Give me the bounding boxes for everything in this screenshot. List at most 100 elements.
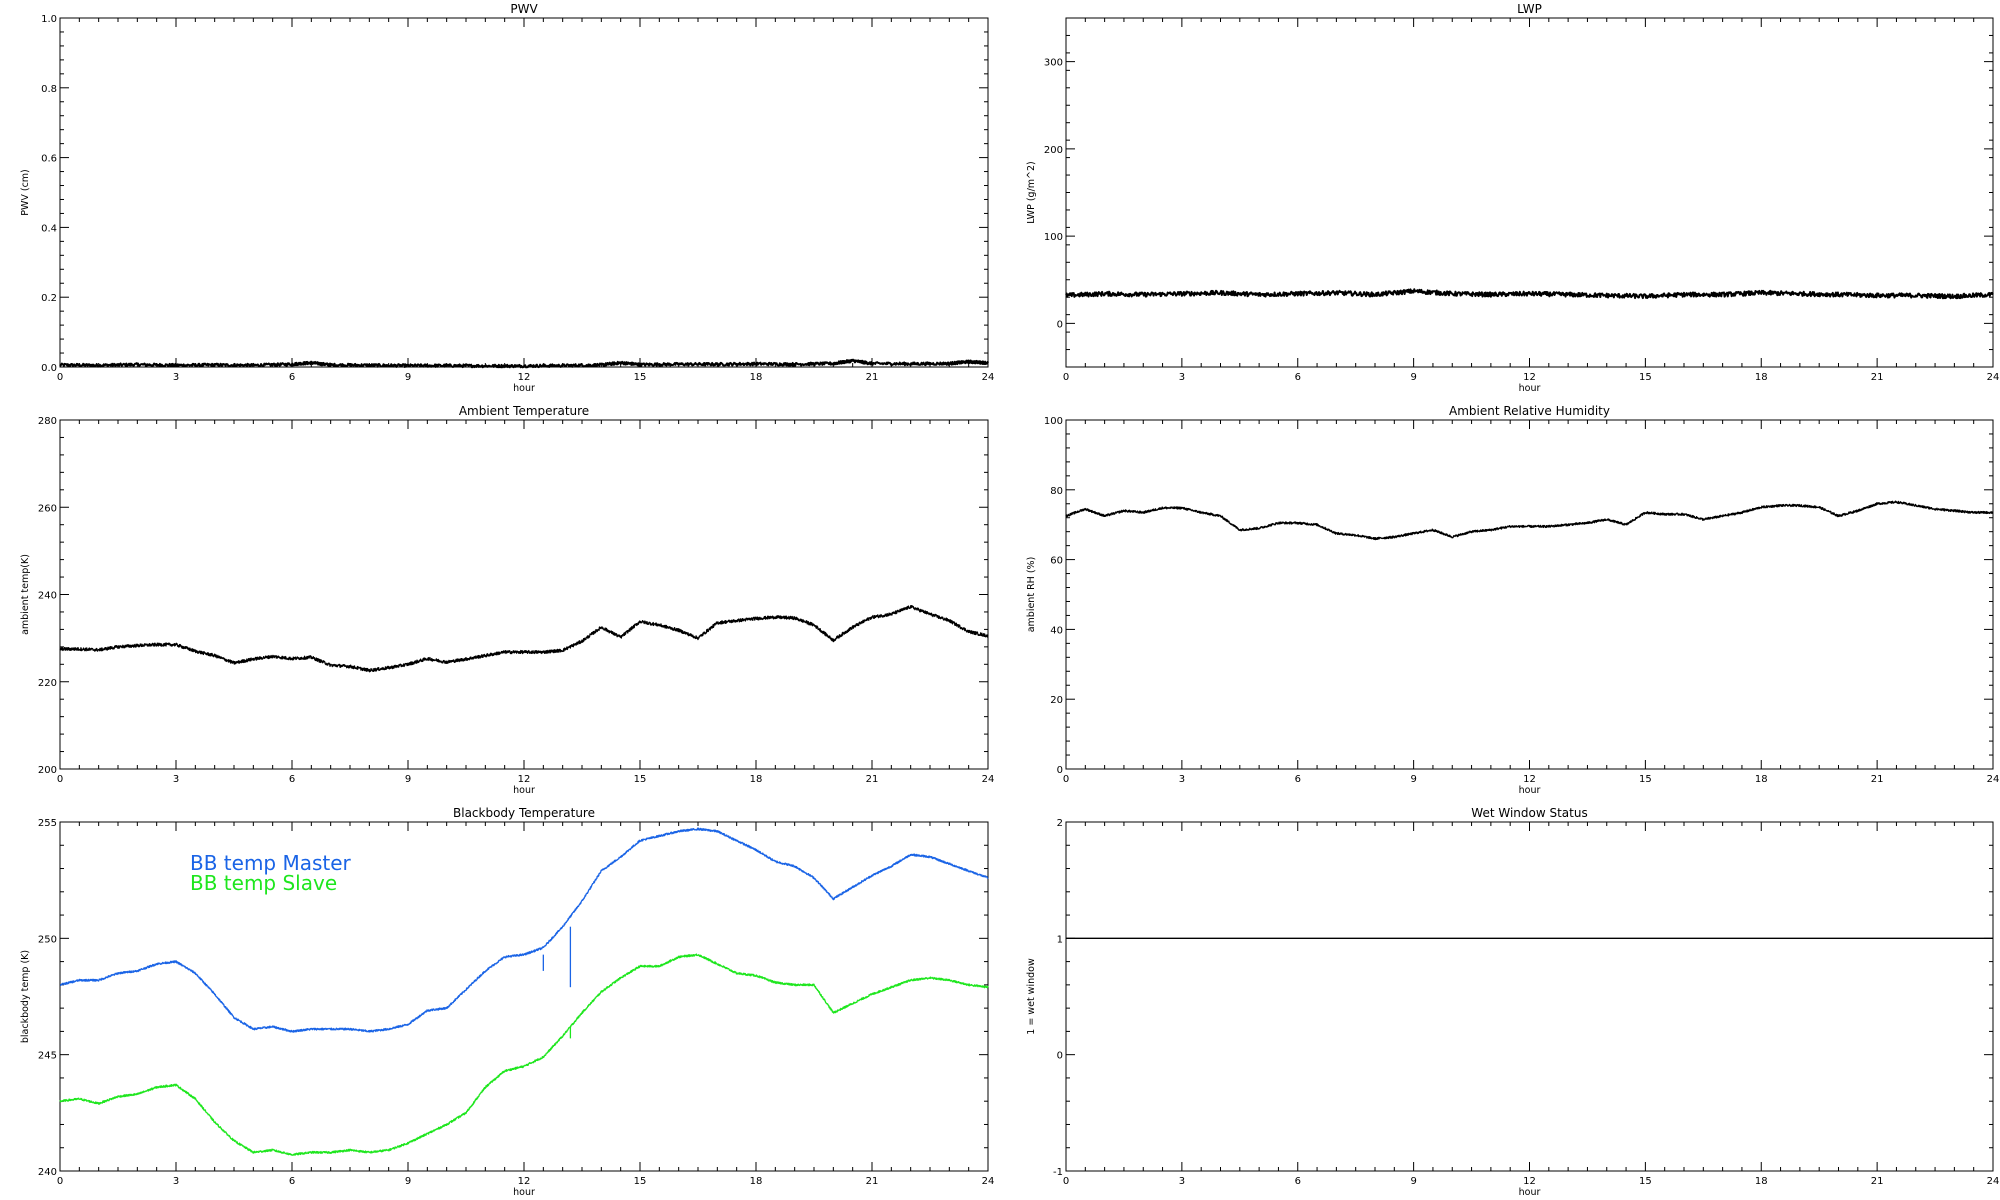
- x-tick-label: 6: [289, 372, 295, 383]
- y-tick-label: 1.0: [41, 14, 57, 25]
- x-tick-label: 3: [1179, 1176, 1185, 1187]
- series-line-bb-temp-master: [59, 827, 989, 1033]
- chart-title: Ambient Temperature: [459, 404, 589, 418]
- x-tick-label: 6: [289, 774, 295, 785]
- x-tick-label: 21: [1871, 1176, 1884, 1187]
- y-tick-label: -1: [1053, 1167, 1063, 1178]
- x-tick-label: 9: [405, 372, 411, 383]
- x-tick-label: 12: [518, 774, 531, 785]
- x-tick-label: 3: [173, 1176, 179, 1187]
- y-tick-label: 200: [1044, 145, 1063, 156]
- chart-title: Ambient Relative Humidity: [1449, 404, 1610, 418]
- x-tick-label: 9: [405, 774, 411, 785]
- x-tick-label: 3: [173, 774, 179, 785]
- ambient-relative-humidity-panel: Ambient Relative Humidity 0 3 6 9 12 15 18 21 24 h…: [1026, 404, 1999, 796]
- y-tick-label: 0.8: [41, 84, 57, 95]
- pwv-frame: [59, 17, 989, 368]
- x-tick-label: 24: [1987, 372, 2000, 383]
- x-tick-label: 12: [1523, 1176, 1536, 1187]
- legend-item-bb-temp-slave: BB temp Slave: [190, 871, 337, 895]
- y-tick-label: 240: [38, 591, 57, 602]
- x-tick-label: 6: [289, 1176, 295, 1187]
- y-axis-label: PWV (cm): [20, 169, 31, 216]
- x-tick-label: 12: [1523, 372, 1536, 383]
- x-tick-label: 21: [1871, 774, 1884, 785]
- x-tick-label: 18: [1755, 774, 1768, 785]
- y-tick-label: 255: [38, 818, 57, 829]
- x-tick-label: 21: [866, 372, 879, 383]
- x-axis-label: hour: [513, 1187, 535, 1198]
- y-tick-label: 0: [1057, 319, 1063, 330]
- x-tick-label: 24: [1987, 1176, 2000, 1187]
- x-tick-label: 12: [1523, 774, 1536, 785]
- x-tick-label: 18: [750, 774, 763, 785]
- x-tick-label: 21: [866, 774, 879, 785]
- lwp-frame: [1065, 17, 1994, 368]
- y-tick-label: 100: [1044, 232, 1063, 243]
- x-tick-label: 18: [1755, 1176, 1768, 1187]
- y-tick-label: 40: [1050, 625, 1063, 636]
- x-tick-label: 0: [1063, 774, 1069, 785]
- ambient-temperature-panel: Ambient Temperature 0 3 6 9 12 15 18 21 24 hour 200…: [20, 404, 994, 796]
- y-tick-label: 280: [38, 416, 57, 427]
- y-tick-label: 0: [1057, 765, 1063, 776]
- y-tick-label: 0.4: [41, 223, 57, 234]
- y-axis-label: ambient temp(K): [20, 554, 31, 635]
- y-tick-label: 0.6: [41, 154, 57, 165]
- x-tick-label: 18: [1755, 372, 1768, 383]
- x-axis-label: hour: [1519, 383, 1541, 394]
- x-tick-label: 21: [866, 1176, 879, 1187]
- x-tick-label: 0: [57, 1176, 63, 1187]
- x-tick-label: 15: [1639, 372, 1652, 383]
- x-tick-label: 3: [173, 372, 179, 383]
- x-tick-label: 18: [750, 1176, 763, 1187]
- x-tick-label: 6: [1295, 774, 1301, 785]
- x-tick-label: 15: [1639, 1176, 1652, 1187]
- x-tick-label: 0: [1063, 372, 1069, 383]
- wet-window-status-frame: [1065, 821, 1994, 1172]
- pwv-panel: PWV 0 3 6 9 12 15 18 21 24 hour 0.0 0.2 0.4 0.6 0.8 1.0 P…: [20, 2, 994, 394]
- x-axis-label: hour: [513, 785, 535, 796]
- x-tick-label: 24: [1987, 774, 2000, 785]
- series-line-data: [59, 358, 989, 369]
- series-line-data: [1065, 288, 1994, 300]
- x-axis-label: hour: [1519, 785, 1541, 796]
- x-tick-label: 12: [518, 1176, 531, 1187]
- x-tick-label: 0: [57, 774, 63, 785]
- x-tick-label: 6: [1295, 372, 1301, 383]
- series-line-data: [59, 605, 989, 673]
- blackbody-temperature-panel: Blackbody Temperature 0 3 6 9 12 15 18 21 24 hour 2…: [20, 806, 994, 1198]
- y-tick-label: 60: [1050, 556, 1063, 567]
- y-tick-label: 250: [38, 934, 57, 945]
- x-tick-label: 0: [1063, 1176, 1069, 1187]
- y-axis-label: ambient RH (%): [1026, 557, 1037, 633]
- series-line-data: [1065, 500, 1994, 541]
- x-tick-label: 15: [634, 774, 647, 785]
- y-tick-label: 20: [1050, 695, 1063, 706]
- x-tick-label: 3: [1179, 372, 1185, 383]
- x-tick-label: 15: [634, 1176, 647, 1187]
- x-tick-label: 21: [1871, 372, 1884, 383]
- x-tick-label: 24: [982, 372, 995, 383]
- y-axis-label: LWP (g/m^2): [1026, 161, 1037, 223]
- x-tick-label: 9: [1410, 1176, 1416, 1187]
- x-tick-label: 18: [750, 372, 763, 383]
- x-tick-label: 15: [1639, 774, 1652, 785]
- y-tick-label: 1: [1057, 934, 1063, 945]
- x-tick-label: 24: [982, 1176, 995, 1187]
- series-line-bb-temp-slave: [59, 953, 989, 1156]
- y-tick-label: 100: [1044, 416, 1063, 427]
- chart-title: Blackbody Temperature: [453, 806, 595, 820]
- legend-item-bb-temp-master: BB temp Master: [190, 851, 352, 875]
- chart-title: PWV: [510, 2, 538, 16]
- y-tick-label: 200: [38, 765, 57, 776]
- lwp-panel: LWP 0 3 6 9 12 15 18 21 24 hour 0 100 200 300 LWP (g/m^…: [1026, 2, 1999, 394]
- ambient-relative-humidity-frame: [1065, 419, 1994, 770]
- x-tick-label: 0: [57, 372, 63, 383]
- chart-title: LWP: [1517, 2, 1542, 16]
- y-tick-label: 300: [1044, 58, 1063, 69]
- y-tick-label: 80: [1050, 486, 1063, 497]
- y-tick-label: 240: [38, 1167, 57, 1178]
